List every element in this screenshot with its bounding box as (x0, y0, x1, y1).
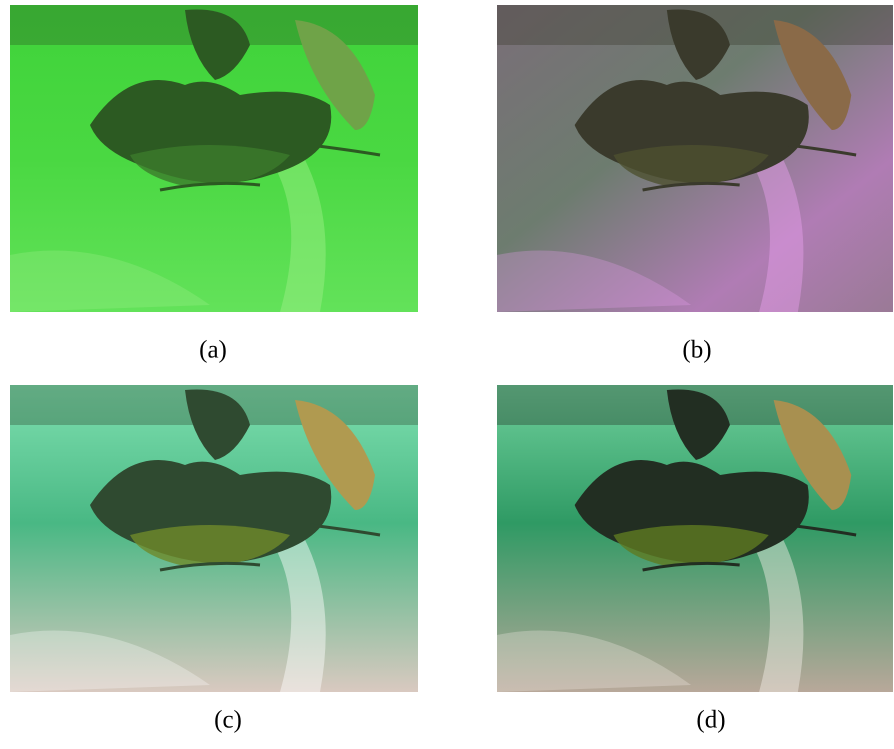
page: (a)(b)(c)(d) (() => { const data = JSON.… (0, 0, 894, 744)
image (10, 385, 418, 692)
image (497, 5, 893, 312)
caption: (b) (682, 337, 711, 364)
image-content (10, 5, 418, 312)
image-content (497, 385, 893, 692)
caption: (c) (214, 707, 242, 734)
image-content (10, 385, 418, 692)
figure: (a) (b) (c) (d) (0, 0, 894, 744)
caption: (a) (199, 337, 227, 364)
image (497, 385, 893, 692)
image (10, 5, 418, 312)
image-content (497, 5, 893, 312)
caption: (d) (696, 707, 725, 734)
